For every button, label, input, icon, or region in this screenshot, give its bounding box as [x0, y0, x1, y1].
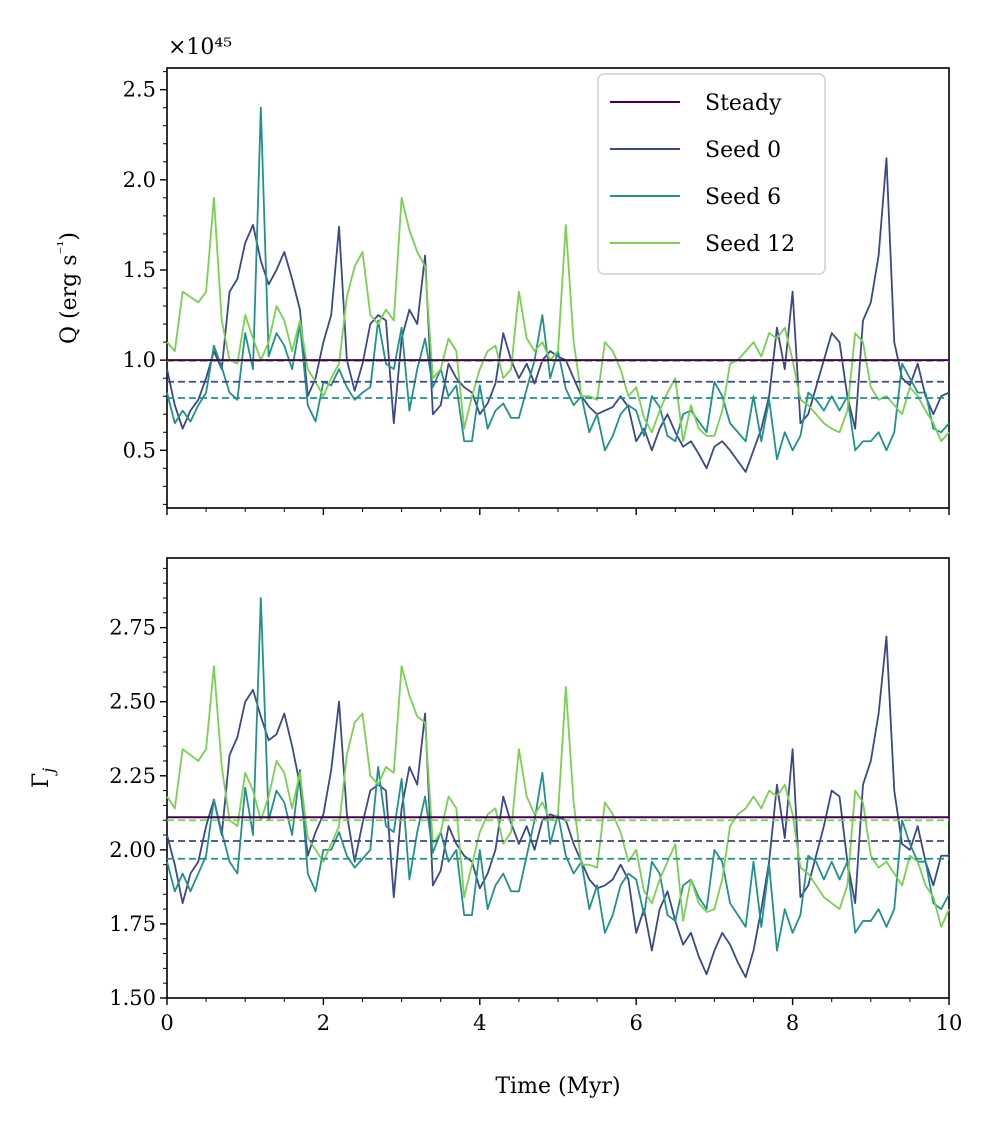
x-tick-label: 4 — [473, 1011, 486, 1035]
y-tick-label: 2.00 — [109, 838, 156, 862]
gamma-y-axis-label: Γj — [29, 768, 58, 788]
x-axis-label: Time (Myr) — [495, 1074, 620, 1099]
series-line-seed-0 — [166, 157, 950, 473]
y-tick-label: 1.50 — [109, 986, 156, 1010]
x-tick-label: 8 — [786, 1011, 799, 1035]
x-tick-label: 10 — [936, 1011, 963, 1035]
series-line-seed-12 — [166, 665, 950, 928]
y-tick-label: 0.5 — [123, 438, 156, 462]
gamma-panel-ticks: 0 2 4 6 8 10 1.50 1.75 2.00 2.25 2.50 2.75 — [109, 567, 963, 1035]
y-tick-label: 1.75 — [109, 912, 156, 936]
legend-label: Seed 12 — [705, 232, 795, 257]
legend-box — [597, 73, 826, 275]
q-panel-lines — [166, 106, 950, 473]
legend-label: Steady — [705, 91, 782, 116]
gamma-panel-lines — [166, 597, 950, 979]
q-panel-ticks: 0.5 1.0 1.5 2.0 2.5 — [123, 71, 950, 515]
y-tick-label: 1.0 — [123, 348, 156, 372]
q-y-axis-label: Q (erg s⁻¹) — [54, 232, 82, 344]
y-tick-label: 1.5 — [123, 258, 156, 282]
q-panel-frame — [166, 67, 950, 509]
series-line-seed-12 — [166, 196, 950, 443]
x-tick-label: 0 — [160, 1011, 173, 1035]
y-tick-label: 2.50 — [109, 690, 156, 714]
y-tick-label: 2.75 — [109, 616, 156, 640]
q-panel: 0.5 1.0 1.5 2.0 2.5 Q (erg s⁻¹) ×10⁴⁵ — [54, 35, 950, 515]
x-tick-label: 6 — [630, 1011, 643, 1035]
q-y-exponent: ×10⁴⁵ — [168, 35, 232, 60]
legend-label: Seed 0 — [705, 138, 781, 163]
gamma-panel-frame — [166, 557, 950, 999]
y-tick-label: 2.5 — [123, 78, 156, 102]
series-line-seed-6 — [166, 106, 950, 461]
y-tick-label: 2.25 — [109, 764, 156, 788]
gamma-panel: 0 2 4 6 8 10 1.50 1.75 2.00 2.25 2.50 2.75 Γj Time … — [29, 557, 963, 1099]
y-tick-label: 2.0 — [123, 168, 156, 192]
x-tick-label: 2 — [317, 1011, 330, 1035]
legend-label: Seed 6 — [705, 185, 781, 210]
legend: Steady Seed 0 Seed 6 Seed 12 — [597, 73, 826, 275]
